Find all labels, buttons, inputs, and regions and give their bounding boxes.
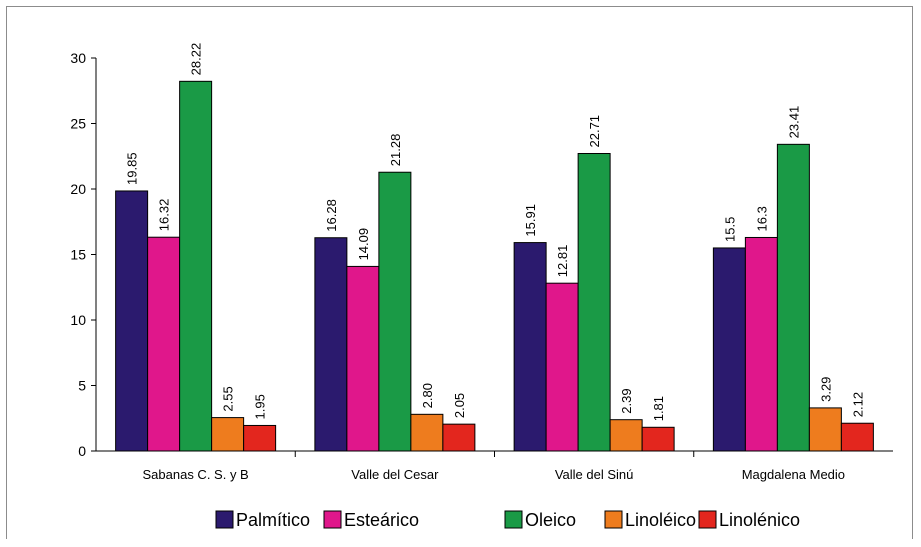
chart-frame — [6, 6, 913, 539]
bar-data-label: 2.39 — [619, 388, 634, 413]
bar — [179, 80, 213, 452]
y-tick-label: 10 — [70, 312, 86, 328]
bar-data-label: 16.28 — [324, 199, 339, 232]
bar — [712, 247, 746, 452]
bar-data-label: 21.28 — [388, 134, 403, 167]
legend-label: Linolénico — [719, 510, 800, 530]
bar-data-label: 12.81 — [555, 245, 570, 278]
bar — [545, 282, 579, 452]
bar-data-label: 2.80 — [420, 383, 435, 408]
bar — [115, 190, 149, 452]
legend-swatch — [215, 510, 234, 529]
legend-label: Esteárico — [344, 510, 419, 530]
bar-data-label: 2.55 — [221, 386, 236, 411]
y-tick-label: 30 — [70, 50, 86, 66]
bar — [442, 423, 476, 452]
bar-data-label: 14.09 — [356, 228, 371, 261]
legend-label: Oleico — [525, 510, 576, 530]
bar — [840, 422, 874, 452]
x-category-label: Sabanas C. S. y B — [143, 467, 249, 482]
y-tick-label: 0 — [78, 443, 86, 459]
bar — [776, 143, 810, 452]
x-category-label: Valle del Cesar — [351, 467, 439, 482]
bar — [147, 236, 181, 452]
bar — [211, 417, 245, 452]
bar-data-label: 16.3 — [754, 206, 769, 231]
bar-data-label: 2.12 — [850, 392, 865, 417]
bar-data-label: 22.71 — [587, 115, 602, 148]
legend-swatch — [504, 510, 523, 529]
x-category-label: Magdalena Medio — [742, 467, 845, 482]
bar-data-label: 15.5 — [722, 217, 737, 242]
chart-legend: Palmítico Esteárico Oleico Linoléico Linolén… — [215, 510, 800, 530]
bar-data-label: 28.22 — [189, 43, 204, 76]
bar — [808, 407, 842, 452]
x-category-label: Valle del Sinú — [555, 467, 634, 482]
bar-data-label: 1.81 — [651, 396, 666, 421]
bar-data-label: 2.05 — [452, 393, 467, 418]
bar — [346, 265, 380, 452]
legend-label: Palmítico — [236, 510, 310, 530]
bar-data-label: 15.91 — [523, 204, 538, 237]
bar-data-label: 1.95 — [253, 394, 268, 419]
bar — [243, 424, 277, 452]
bar — [577, 152, 611, 452]
bar — [641, 426, 675, 452]
bar — [744, 236, 778, 452]
bar-data-label: 3.29 — [818, 377, 833, 402]
y-tick-label: 20 — [70, 181, 86, 197]
legend-swatch — [323, 510, 342, 529]
bar-data-label: 23.41 — [786, 106, 801, 139]
chart-bars: 19.85 16.32 28.22 2.55 1.95 16.28 14.09 21.28 2.… — [115, 43, 874, 452]
legend-swatch — [604, 510, 623, 529]
bar-data-label: 19.85 — [125, 152, 140, 185]
bar — [314, 237, 348, 452]
legend-swatch — [698, 510, 717, 529]
bar-data-label: 16.32 — [157, 199, 172, 232]
y-tick-label: 15 — [70, 247, 86, 263]
bar — [378, 171, 412, 452]
bar — [609, 419, 643, 452]
bar — [513, 242, 547, 452]
legend-label: Linoléico — [625, 510, 696, 530]
bar — [410, 413, 444, 452]
y-tick-label: 25 — [70, 116, 86, 132]
y-tick-label: 5 — [78, 378, 86, 394]
